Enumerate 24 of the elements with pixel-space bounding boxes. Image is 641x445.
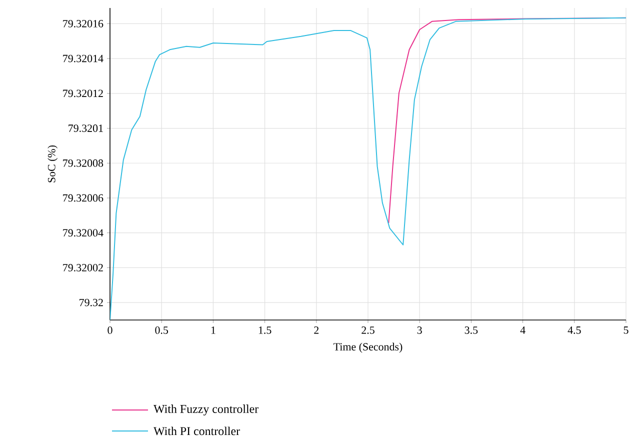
x-tick-label: 0: [108, 326, 112, 334]
x-tick-label: 0.5: [155, 326, 168, 334]
y-tick-label: 79.32: [80, 298, 103, 306]
legend-label: With PI controller: [154, 426, 240, 436]
y-tick-label: 79.32006: [63, 194, 104, 202]
y-tick-label: 79.3201: [68, 124, 103, 132]
x-tick-label: 2: [314, 326, 319, 334]
y-tick-label: 79.32012: [63, 90, 103, 98]
x-tick-label: 1: [211, 326, 216, 334]
x-axis-title: Time (Seconds): [334, 342, 402, 353]
y-tick-label: 79.32008: [63, 159, 104, 167]
y-tick-label: 79.32016: [63, 20, 104, 28]
x-tick-label: 4: [520, 326, 526, 334]
y-axis-title: SoC (%): [48, 145, 58, 182]
legend-label: With Fuzzy controller: [154, 404, 259, 416]
y-tick-label: 79.32004: [63, 229, 104, 237]
y-tick-label: 79.32002: [63, 264, 103, 272]
x-tick-label: 5: [624, 326, 628, 334]
x-tick-label: 2.5: [362, 326, 374, 334]
x-tick-label: 1.5: [258, 326, 272, 334]
x-tick-label: 3: [417, 326, 422, 334]
x-tick-label: 3.5: [464, 326, 478, 334]
x-tick-label: 4.5: [568, 326, 581, 334]
y-tick-label: 79.32014: [63, 54, 104, 62]
